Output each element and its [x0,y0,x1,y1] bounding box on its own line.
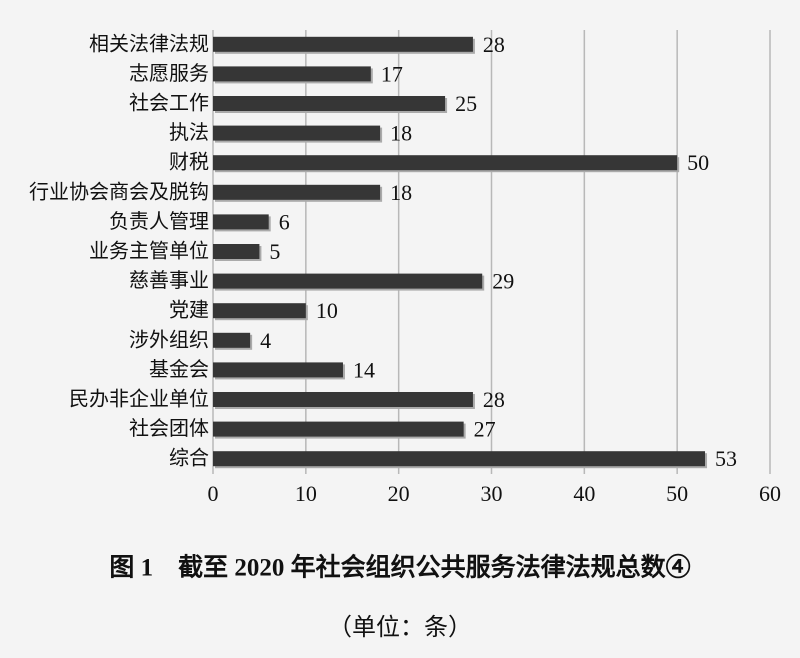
y-tick-label: 社会团体 [129,416,209,440]
x-tick-label: 20 [388,481,410,506]
y-tick-label: 负责人管理 [109,209,209,233]
y-tick-label: 执法 [169,120,209,144]
y-tick-label: 民办非企业单位 [69,387,209,411]
y-tick-label: 慈善事业 [129,268,209,292]
bar [213,36,473,52]
bar [213,244,260,259]
bar [213,184,381,200]
y-tick-label: 业务主管单位 [89,239,209,263]
data-label: 10 [316,298,338,323]
bar [213,332,251,348]
bar [213,273,483,289]
data-label: 53 [715,446,737,471]
bar [213,155,678,171]
y-tick-label: 党建 [169,298,209,322]
x-tick-label: 0 [208,481,219,506]
bar [213,66,371,82]
data-label: 25 [455,91,477,116]
y-tick-label: 志愿服务 [129,61,209,85]
data-label: 5 [269,239,280,264]
bar [213,125,381,141]
data-label: 4 [260,328,271,353]
bar [213,303,306,319]
y-tick-label: 行业协会商会及脱钩 [29,179,209,203]
data-label: 17 [381,61,403,86]
data-label: 50 [687,150,709,175]
data-label: 27 [474,417,496,442]
chart-title: 图 1 截至 2020 年社会组织公共服务法律法规总数④ [109,553,690,582]
x-tick-label: 60 [759,481,781,506]
x-tick-label: 30 [481,481,503,506]
data-label: 18 [390,180,412,205]
data-label: 28 [483,387,505,412]
bar [213,421,464,437]
bar [213,214,269,230]
y-tick-label: 财税 [169,150,209,174]
y-tick-label: 综合 [169,446,209,470]
y-tick-label: 社会工作 [129,91,209,115]
y-tick-label: 涉外组织 [129,327,209,351]
x-tick-label: 50 [666,481,688,506]
bar [213,451,706,467]
x-tick-label: 10 [295,481,317,506]
y-tick-label: 基金会 [149,357,209,381]
bar [213,392,473,407]
x-tick-label: 40 [573,481,595,506]
data-label: 29 [492,269,514,294]
chart-subtitle: （单位：条） [328,613,472,641]
data-label: 28 [483,32,505,57]
y-tick-label: 相关法律法规 [89,31,209,55]
data-label: 14 [353,357,375,382]
bar [213,362,343,378]
data-label: 6 [279,209,290,234]
data-label: 18 [390,121,412,146]
bar [213,96,446,111]
